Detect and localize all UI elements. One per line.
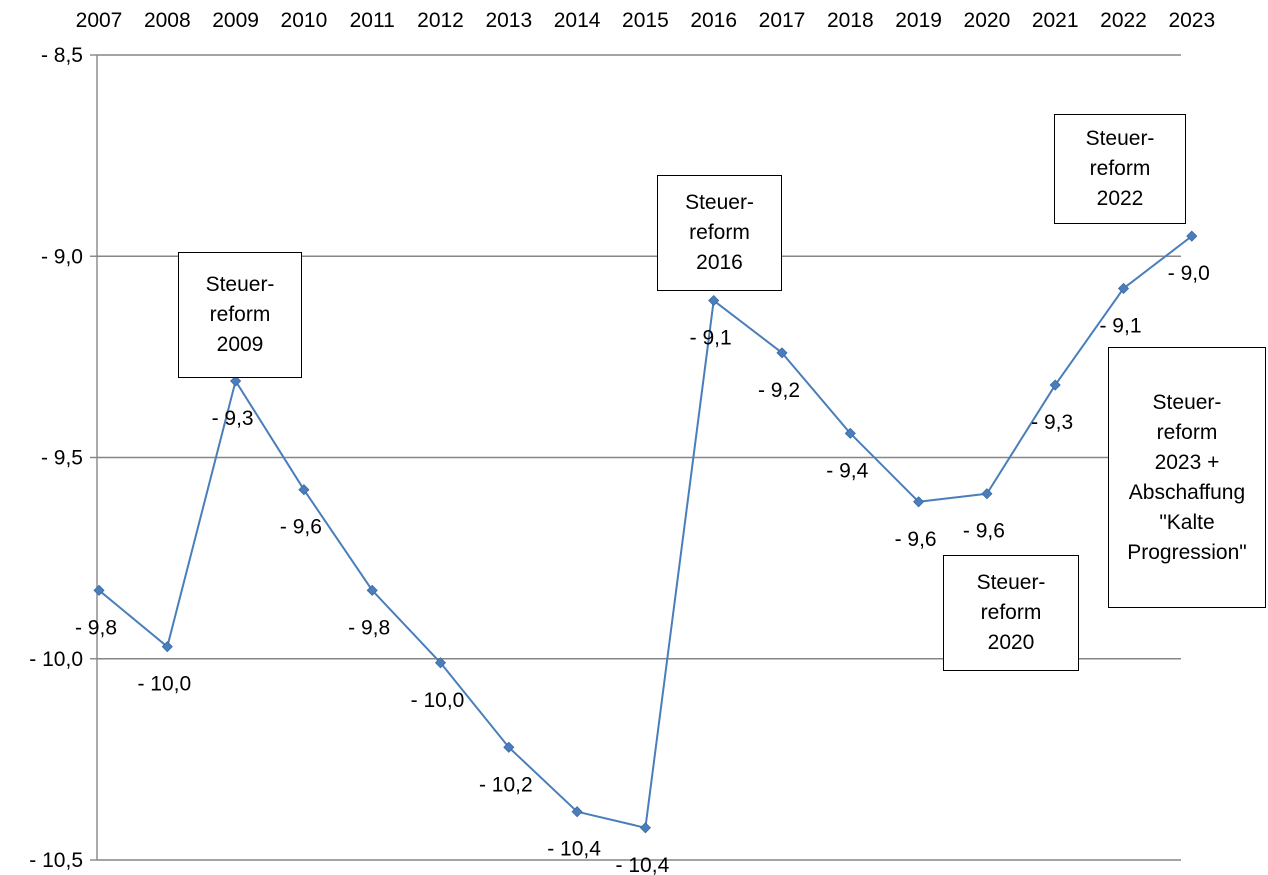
data-point-marker — [844, 427, 856, 439]
data-point-marker — [571, 806, 583, 818]
data-label: - 9,1 — [690, 327, 732, 350]
x-tick-label: 2019 — [895, 9, 942, 32]
data-point-marker — [366, 584, 378, 596]
data-point-marker — [708, 294, 720, 307]
data-label: - 9,3 — [212, 407, 254, 430]
axes — [90, 54, 98, 861]
gridlines — [97, 54, 1181, 861]
data-label: - 9,8 — [348, 616, 390, 639]
data-label: - 9,6 — [963, 520, 1005, 543]
data-point-marker — [913, 496, 925, 508]
data-label: - 9,6 — [895, 528, 937, 551]
data-labels: - 9,8 - 10,0 - 9,3 - 9,6 - 9,8 - 10,0 - 10,2 - … — [75, 262, 1210, 875]
x-tick-label: 2008 — [144, 9, 191, 32]
x-tick-label: 2023 — [1168, 9, 1215, 32]
data-point-marker — [981, 488, 993, 500]
data-label: - 9,6 — [280, 516, 322, 539]
data-label: - 9,0 — [1168, 262, 1210, 285]
data-label: - 10,0 — [411, 689, 465, 712]
x-tick-label: 2014 — [554, 9, 601, 32]
x-tick-label: 2018 — [827, 9, 874, 32]
data-point-marker — [298, 484, 310, 496]
data-label: - 9,4 — [826, 459, 868, 482]
x-tick-label: 2013 — [485, 9, 532, 32]
data-point-marker — [776, 347, 788, 359]
series-markers — [93, 230, 1198, 834]
annotation-steuerreform-2016: Steuer- reform 2016 — [657, 175, 782, 291]
x-tick-label: 2012 — [417, 9, 464, 32]
y-tick-label: - 9,0 — [41, 245, 83, 268]
data-point-marker — [230, 375, 242, 387]
y-tick-labels: - 8,5 - 9,0 - 9,5 - 10,0 - 10,5 — [29, 44, 83, 872]
x-tick-label: 2011 — [350, 9, 395, 32]
data-point-marker — [639, 822, 651, 834]
data-label: - 9,8 — [75, 616, 117, 639]
x-tick-label: 2020 — [964, 9, 1011, 32]
x-tick-label: 2009 — [212, 9, 259, 32]
x-tick-label: 2021 — [1032, 9, 1079, 32]
data-label: - 9,2 — [758, 379, 800, 402]
y-tick-label: - 9,5 — [41, 447, 83, 470]
data-label: - 10,0 — [137, 673, 191, 696]
data-label: - 10,2 — [479, 773, 533, 796]
data-label: - 10,4 — [616, 854, 670, 875]
data-point-marker — [93, 584, 105, 596]
annotation-steuerreform-2023: Steuer- reform 2023 + Abschaffung "Kalte… — [1108, 347, 1266, 608]
data-label: - 10,4 — [547, 838, 601, 861]
data-point-marker — [161, 641, 173, 653]
y-tick-label: - 10,5 — [29, 849, 83, 872]
x-tick-label: 2017 — [759, 9, 806, 32]
x-tick-label: 2010 — [281, 9, 328, 32]
data-point-marker — [503, 741, 515, 753]
annotation-steuerreform-2009: Steuer- reform 2009 — [178, 252, 302, 378]
data-point-marker — [1117, 282, 1130, 295]
data-point-marker — [1186, 230, 1198, 242]
annotation-steuerreform-2022: Steuer- reform 2022 — [1054, 114, 1186, 224]
y-tick-label: - 8,5 — [41, 44, 83, 67]
x-tick-label: 2016 — [690, 9, 737, 32]
x-tick-labels: 2007 2008 2009 2010 2011 2012 2013 2014 2015 2016… — [76, 9, 1216, 32]
data-point-marker — [1049, 379, 1061, 391]
data-point-marker — [434, 657, 447, 669]
x-tick-label: 2007 — [76, 9, 123, 32]
data-label: - 9,3 — [1031, 411, 1073, 434]
x-tick-label: 2022 — [1100, 9, 1147, 32]
x-tick-label: 2015 — [622, 9, 669, 32]
annotation-steuerreform-2020: Steuer- reform 2020 — [943, 555, 1079, 671]
y-tick-label: - 10,0 — [29, 648, 83, 671]
data-label: - 9,1 — [1099, 314, 1141, 337]
